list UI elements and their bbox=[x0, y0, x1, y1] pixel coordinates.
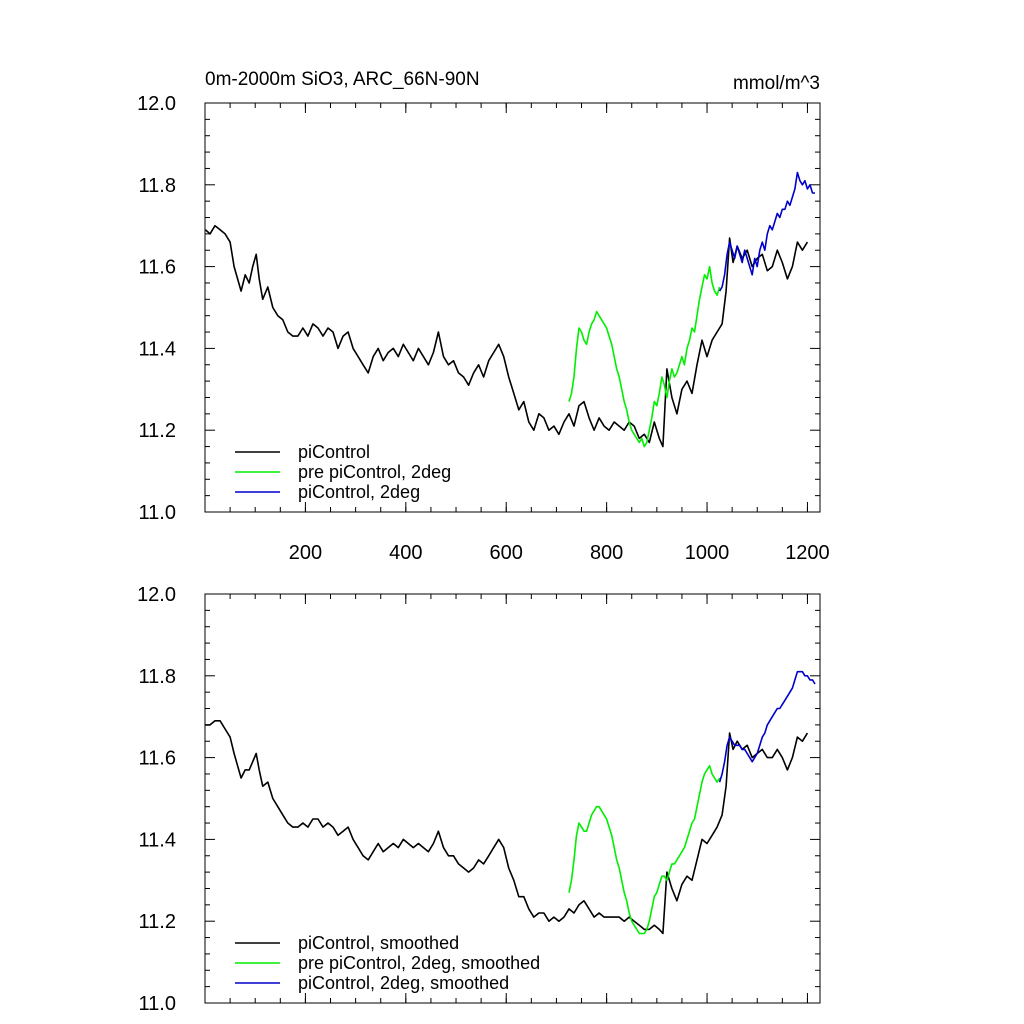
top-x-tick-label: 200 bbox=[289, 542, 322, 564]
bottom-y-tick-label: 11.0 bbox=[139, 993, 176, 1015]
bottom-series-line-2 bbox=[568, 764, 721, 935]
top-x-tick-label: 800 bbox=[590, 542, 623, 564]
bottom-legend-label-1: piControl, smoothed bbox=[298, 933, 459, 953]
top-y-tick-label: 11.4 bbox=[139, 338, 176, 360]
bottom-y-tick-label: 11.8 bbox=[139, 666, 176, 688]
bottom-legend-label-2: pre piControl, 2deg, smoothed bbox=[298, 953, 540, 973]
top-x-tick-label: 1200 bbox=[785, 542, 830, 564]
top-series-line-1 bbox=[204, 224, 809, 448]
bottom-y-tick-label: 11.4 bbox=[139, 829, 176, 851]
top-series-line-3 bbox=[718, 171, 815, 292]
top-y-tick-label: 11.0 bbox=[139, 502, 176, 524]
top-y-tick-label: 11.8 bbox=[139, 175, 176, 197]
top-y-tick-label: 12.0 bbox=[137, 93, 176, 115]
bottom-plot-frame bbox=[204, 593, 821, 1004]
top-chart-title: 0m-2000m SiO3, ARC_66N-90N bbox=[205, 69, 480, 90]
bottom-panel: 11.0 11.2 11.4 11.6 11.8 12.0 piControl, smoot… bbox=[137, 584, 821, 1015]
top-x-tick-label: 600 bbox=[490, 542, 523, 564]
bottom-series-line-3 bbox=[718, 670, 816, 783]
top-x-tick-label: 1000 bbox=[685, 542, 730, 564]
top-legend-label-2: pre piControl, 2deg bbox=[298, 462, 451, 482]
bottom-legend-label-3: piControl, 2deg, smoothed bbox=[298, 973, 509, 993]
top-y-tick-label: 11.2 bbox=[139, 420, 176, 442]
bottom-series-line-1 bbox=[205, 719, 809, 935]
top-panel: 200 400 600 800 1000 1200 11.0 11.2 11.4 11.6 11.8… bbox=[137, 69, 830, 564]
top-units-label: mmol/m^3 bbox=[733, 73, 820, 94]
top-y-tick-label: 11.6 bbox=[139, 257, 176, 279]
bottom-y-tick-label: 11.2 bbox=[139, 911, 176, 933]
top-legend-label-1: piControl bbox=[298, 442, 370, 462]
top-series-line-2 bbox=[568, 265, 721, 448]
bottom-y-tick-label: 11.6 bbox=[139, 748, 176, 770]
top-legend-label-3: piControl, 2deg bbox=[298, 482, 420, 502]
top-plot-frame bbox=[204, 102, 821, 513]
top-x-tick-label: 400 bbox=[389, 542, 422, 564]
bottom-y-tick-label: 12.0 bbox=[137, 584, 176, 606]
